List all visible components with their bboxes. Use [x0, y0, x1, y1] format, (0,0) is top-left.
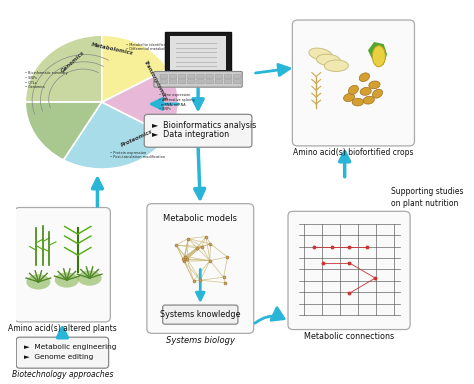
Ellipse shape — [359, 73, 370, 81]
Text: ►  Bioinformatics analysis: ► Bioinformatics analysis — [152, 121, 256, 130]
Text: • Differential metabolite analysis: • Differential metabolite analysis — [126, 47, 185, 51]
Text: • Metabolite identification: • Metabolite identification — [126, 43, 173, 48]
Text: ►  Metabolic engineering: ► Metabolic engineering — [24, 344, 117, 350]
FancyBboxPatch shape — [178, 79, 186, 84]
Ellipse shape — [372, 46, 385, 67]
Text: Systems knowledge: Systems knowledge — [160, 310, 240, 319]
FancyBboxPatch shape — [144, 114, 252, 147]
Ellipse shape — [369, 81, 380, 89]
Text: Metabolomics: Metabolomics — [91, 42, 134, 56]
Text: Amino acid(s) biofortified crops: Amino acid(s) biofortified crops — [293, 148, 414, 157]
Text: • Bioinformatic summary: • Bioinformatic summary — [25, 71, 68, 75]
FancyBboxPatch shape — [215, 79, 223, 84]
Text: • SNPs: • SNPs — [25, 76, 37, 80]
FancyBboxPatch shape — [188, 79, 195, 84]
Wedge shape — [25, 102, 102, 160]
Text: • SNPs: • SNPs — [159, 108, 171, 111]
FancyBboxPatch shape — [188, 74, 195, 79]
Text: • Protein expression: • Protein expression — [109, 151, 146, 155]
Wedge shape — [102, 35, 168, 102]
FancyBboxPatch shape — [170, 36, 226, 70]
Ellipse shape — [364, 96, 374, 105]
Text: • Alternative splicing: • Alternative splicing — [159, 98, 194, 102]
FancyBboxPatch shape — [224, 79, 232, 84]
Ellipse shape — [344, 93, 354, 102]
FancyBboxPatch shape — [197, 79, 204, 84]
Text: • Genomics: • Genomics — [25, 85, 45, 89]
FancyBboxPatch shape — [178, 74, 186, 79]
Wedge shape — [25, 35, 102, 102]
FancyBboxPatch shape — [215, 74, 223, 79]
FancyBboxPatch shape — [160, 74, 167, 79]
Ellipse shape — [360, 87, 371, 96]
Ellipse shape — [352, 98, 364, 106]
FancyBboxPatch shape — [206, 74, 213, 79]
Ellipse shape — [27, 274, 50, 290]
Wedge shape — [64, 102, 168, 169]
FancyBboxPatch shape — [15, 207, 110, 322]
Ellipse shape — [309, 48, 332, 60]
FancyBboxPatch shape — [169, 79, 177, 84]
Ellipse shape — [317, 54, 340, 66]
Text: Systems biology: Systems biology — [166, 336, 235, 345]
FancyBboxPatch shape — [197, 74, 204, 79]
FancyBboxPatch shape — [169, 74, 177, 79]
Text: Transcriptomics: Transcriptomics — [143, 60, 168, 102]
FancyBboxPatch shape — [234, 79, 241, 84]
FancyArrowPatch shape — [255, 308, 284, 323]
Text: Biotechnology approaches: Biotechnology approaches — [12, 370, 113, 379]
Ellipse shape — [348, 86, 359, 94]
Text: Genomics: Genomics — [61, 50, 86, 74]
FancyBboxPatch shape — [165, 32, 231, 74]
FancyBboxPatch shape — [224, 74, 232, 79]
Ellipse shape — [324, 60, 348, 71]
FancyBboxPatch shape — [160, 79, 167, 84]
Text: ►  Data integration: ► Data integration — [152, 130, 229, 139]
Text: mRNA, miRNA: mRNA, miRNA — [159, 103, 185, 107]
Ellipse shape — [78, 270, 101, 286]
Text: • Gene expression: • Gene expression — [159, 93, 190, 97]
Text: Metabolic connections: Metabolic connections — [304, 332, 394, 341]
FancyBboxPatch shape — [16, 337, 109, 368]
Wedge shape — [102, 69, 178, 136]
FancyBboxPatch shape — [234, 74, 241, 79]
FancyBboxPatch shape — [288, 211, 410, 329]
Text: Proteomics: Proteomics — [120, 129, 154, 148]
Text: Amino acid(s) altered plants: Amino acid(s) altered plants — [8, 324, 117, 333]
FancyBboxPatch shape — [154, 71, 242, 87]
Ellipse shape — [373, 89, 383, 98]
Text: Supporting studies
on plant nutrition: Supporting studies on plant nutrition — [391, 187, 463, 209]
Text: ►  Genome editing: ► Genome editing — [24, 354, 93, 359]
FancyBboxPatch shape — [206, 79, 213, 84]
FancyBboxPatch shape — [292, 20, 414, 146]
Text: • QTLs: • QTLs — [25, 81, 37, 84]
FancyBboxPatch shape — [147, 204, 254, 333]
FancyBboxPatch shape — [163, 305, 238, 324]
Text: • Post-translation modification: • Post-translation modification — [109, 155, 164, 159]
Text: Metabolic models: Metabolic models — [163, 215, 237, 223]
Polygon shape — [369, 43, 386, 64]
Ellipse shape — [55, 272, 79, 288]
